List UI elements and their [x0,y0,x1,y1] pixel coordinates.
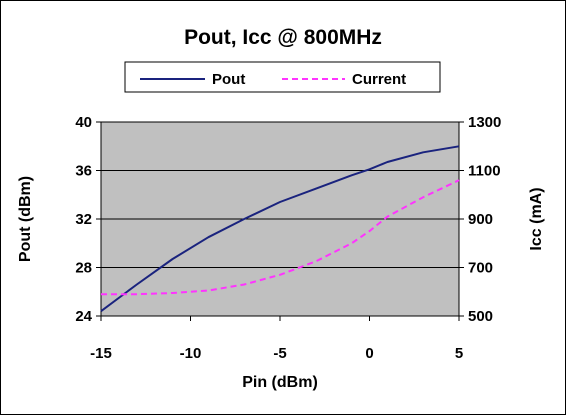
series-line-current [101,179,460,296]
y-tick-label: 36 [75,163,92,180]
x-tick-label: -15 [90,345,112,362]
x-tick-label: -5 [273,345,286,362]
x-tick-label: -10 [180,345,202,362]
x-tick-label: 0 [365,345,373,362]
legend-box [124,61,441,93]
series-line-pout [100,145,460,313]
y-tick-label: 24 [75,308,92,325]
series [100,145,460,313]
x-axis-label: Pin (dBm) [242,374,318,391]
legend-label-current: Current [352,71,406,88]
y-axis-label: Pout (dBm) [17,176,34,262]
legend: Pout Current [124,61,441,93]
y-tick-label: 28 [75,260,92,277]
y-tick-label: 40 [75,114,92,131]
chart-title: Pout, Icc @ 800MHz [184,26,382,49]
y-tick-label: 32 [75,211,92,228]
x-tick-label: 5 [455,345,463,362]
y2-tick-label: 900 [468,211,493,228]
y2-axis-label: Icc (mA) [528,187,545,250]
y2-tick-label: 1100 [468,163,501,180]
y2-tick-label: 700 [468,260,493,277]
ticks: 24 28 32 36 40 500 700 900 1100 1300 -15 -10 -5 0 5 [75,114,501,362]
legend-label-pout: Pout [212,71,245,88]
y2-tick-label: 1300 [468,114,501,131]
y2-tick-label: 500 [468,308,493,325]
